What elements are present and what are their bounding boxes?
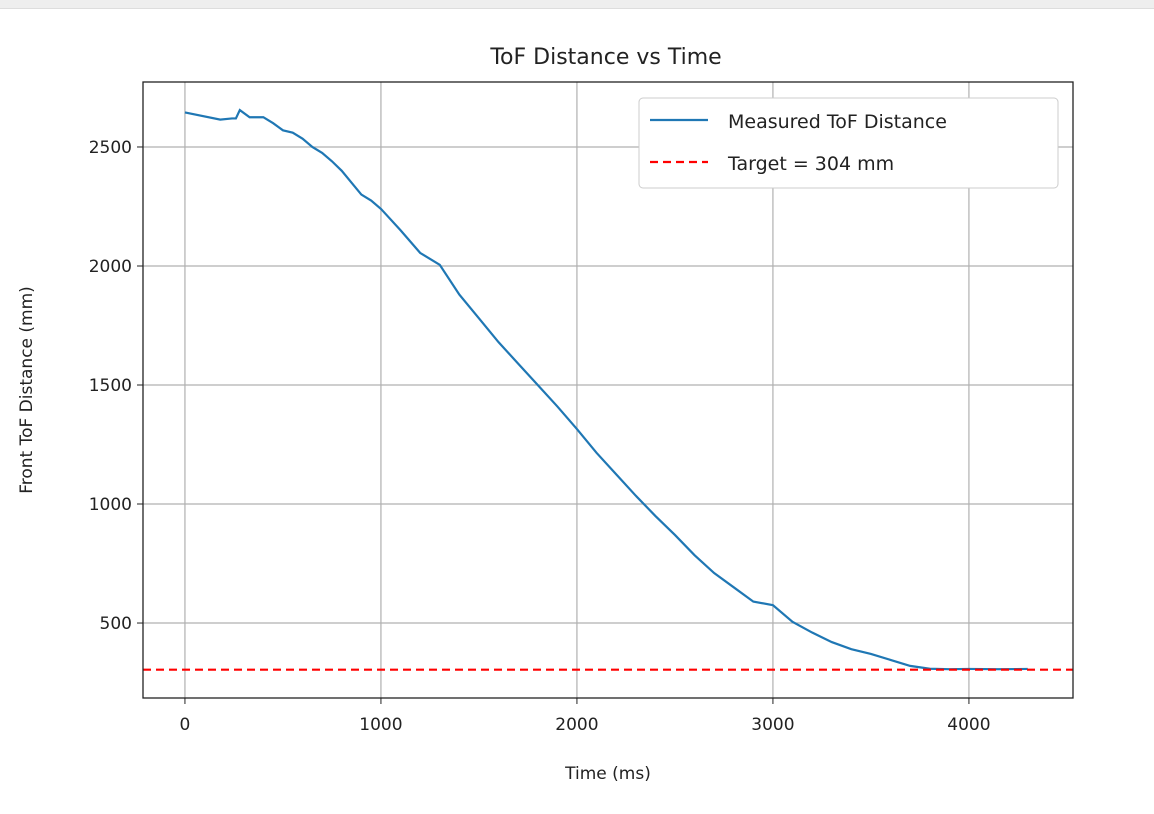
plot-frame <box>142 81 1074 699</box>
legend-box <box>638 97 1059 189</box>
y-tick-label: 2000 <box>89 257 132 277</box>
x-tick-label: 1000 <box>359 715 402 735</box>
legend-label-measured: Measured ToF Distance <box>728 111 947 133</box>
x-axis-label: Time (ms) <box>564 764 651 784</box>
y-tick-label: 500 <box>100 614 132 634</box>
x-tick-label: 0 <box>180 715 191 735</box>
x-tick-label: 2000 <box>555 715 598 735</box>
y-tick-label: 1500 <box>89 376 132 396</box>
legend: Measured ToF Distance Target = 304 mm <box>638 97 1059 189</box>
measured-distance-line <box>184 108 1028 671</box>
legend-label-target: Target = 304 mm <box>727 153 894 175</box>
y-tick-label: 1000 <box>89 495 132 515</box>
chart-title: ToF Distance vs Time <box>489 45 721 70</box>
y-tick-label: 2500 <box>89 138 132 158</box>
x-tick-label: 4000 <box>947 715 990 735</box>
window-top-bar <box>0 0 1154 9</box>
x-tick-label: 3000 <box>751 715 794 735</box>
y-axis-label: Front ToF Distance (mm) <box>17 286 37 494</box>
